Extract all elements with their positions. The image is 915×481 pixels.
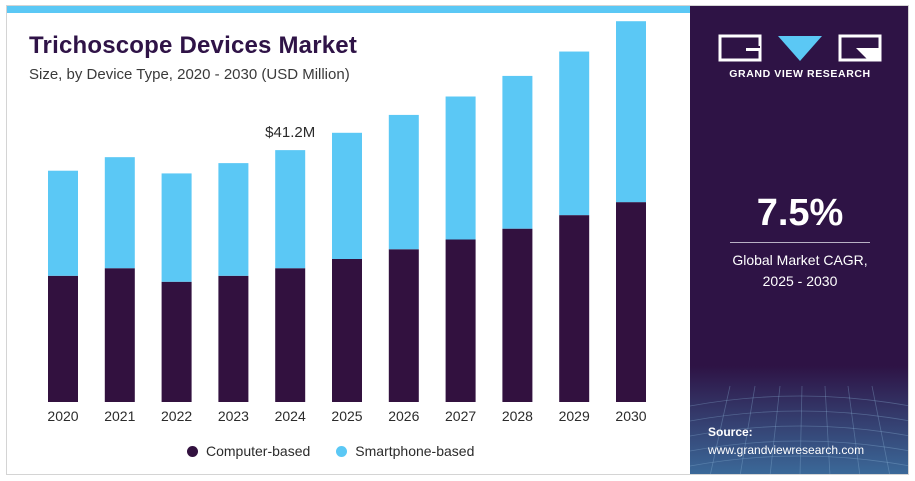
bar-smartphone-2027: [445, 96, 476, 240]
legend-item-computer: Computer-based: [187, 443, 310, 459]
bar-computer-2021: [104, 268, 135, 402]
bar-smartphone-2022: [161, 173, 192, 282]
x-tick-label-2020: 2020: [47, 408, 78, 424]
bar-computer-2020: [48, 275, 78, 402]
cagr-label-line1: Global Market CAGR,: [732, 252, 868, 268]
grand-view-research-logo: [718, 34, 882, 62]
x-tick-label-2028: 2028: [502, 408, 533, 424]
x-tick-label-2024: 2024: [275, 408, 306, 424]
cagr-value: 7.5%: [756, 192, 844, 234]
legend-label-computer: Computer-based: [206, 443, 311, 459]
brand-name: GRAND VIEW RESEARCH: [729, 68, 871, 80]
bar-smartphone-2023: [218, 163, 249, 276]
chart-subtitle: Size, by Device Type, 2020 - 2030 (USD M…: [29, 66, 350, 83]
source-label: Source:: [708, 425, 753, 439]
bar-computer-2024: [275, 268, 306, 402]
chart-legend: Computer-based Smartphone-based: [187, 443, 500, 459]
chart-title: Trichoscope Devices Market: [29, 32, 358, 59]
x-tick-label-2027: 2027: [445, 408, 476, 424]
cagr-label-line2: 2025 - 2030: [762, 273, 838, 289]
legend-label-smartphone: Smartphone-based: [355, 443, 475, 459]
legend-swatch-computer: [187, 445, 198, 457]
bar-computer-2022: [161, 281, 192, 402]
legend-swatch-smartphone: [336, 445, 348, 457]
x-tick-label-2023: 2023: [218, 408, 249, 424]
cagr-label: Global Market CAGR, 2025 - 2030: [690, 250, 908, 292]
bar-smartphone-2028: [502, 75, 533, 229]
bar-smartphone-2025: [332, 132, 362, 259]
x-tick-label-2029: 2029: [559, 408, 590, 424]
bar-computer-2029: [559, 215, 590, 402]
bar-chart: 2020 2021 2022 2023 2024 $41.2M 2025 2026 2027 20…: [47, 21, 647, 424]
bar-smartphone-2030: [616, 21, 646, 203]
grid-pattern-decoration: [690, 366, 908, 474]
bar-smartphone-2029: [559, 51, 590, 216]
source-url[interactable]: www.grandviewresearch.com: [708, 443, 865, 457]
x-tick-label-2021: 2021: [104, 408, 135, 424]
x-tick-label-2025: 2025: [331, 408, 362, 424]
bar-computer-2023: [218, 275, 249, 402]
bar-computer-2030: [616, 202, 646, 402]
bar-smartphone-2026: [388, 114, 419, 250]
bar-computer-2028: [502, 228, 533, 402]
infographic-frame: Trichoscope Devices Market Size, by Devi…: [6, 5, 909, 475]
bar-computer-2025: [332, 259, 362, 402]
top-accent-line: [7, 6, 690, 13]
legend-item-smartphone: Smartphone-based: [336, 443, 474, 459]
bar-computer-2026: [388, 249, 419, 402]
bar-smartphone-2021: [104, 157, 135, 269]
data-label-2024: $41.2M: [265, 124, 315, 141]
bar-smartphone-2020: [48, 170, 78, 276]
bar-smartphone-2024: [275, 150, 306, 269]
x-tick-label-2026: 2026: [388, 408, 419, 424]
x-tick-label-2022: 2022: [161, 408, 192, 424]
side-panel: GRAND VIEW RESEARCH 7.5% Global Market C…: [690, 6, 908, 474]
x-tick-label-2030: 2030: [615, 408, 646, 424]
bar-computer-2027: [445, 239, 476, 402]
cagr-divider: [730, 242, 870, 243]
